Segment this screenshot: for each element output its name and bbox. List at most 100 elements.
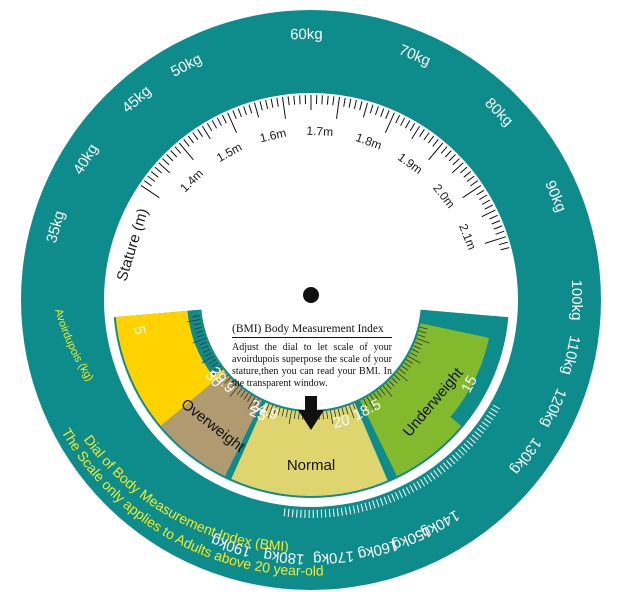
- stature-tick: [451, 162, 464, 174]
- bmi-tick: [202, 348, 211, 353]
- weight-tick: [360, 503, 364, 512]
- bmi-tick: [229, 385, 240, 397]
- bmi-tick: [247, 394, 252, 403]
- weight-tick: [379, 498, 384, 506]
- bmi-tick: [265, 403, 270, 412]
- weight-tick: [328, 509, 331, 518]
- bmi-tick: [288, 410, 292, 425]
- stature-tick: [206, 122, 213, 132]
- bmi-tick: [418, 330, 427, 334]
- stature-tick: [248, 104, 253, 114]
- bmi-tick: [330, 410, 334, 425]
- bmi-tick: [277, 407, 281, 416]
- stature-label: 1.7m: [306, 124, 333, 139]
- bmi-tick: [204, 352, 213, 357]
- bmi-tick: [366, 396, 375, 410]
- weight-tick: [413, 483, 418, 491]
- bmi-tick: [401, 365, 409, 371]
- weight-tick: [423, 476, 429, 485]
- stature-tick: [144, 180, 152, 187]
- stature-tick: [216, 117, 222, 126]
- bmi-value-label: 15: [458, 373, 481, 396]
- stature-tick: [423, 132, 430, 141]
- weight-tick: [364, 502, 368, 511]
- weight-tick: [430, 472, 436, 480]
- stature-tick: [140, 184, 160, 199]
- bmi-tick: [201, 345, 209, 350]
- bmi-tick: [388, 380, 395, 387]
- weight-tick: [419, 478, 426, 487]
- stature-tick: [428, 142, 444, 161]
- weight-tick: [484, 418, 492, 424]
- bmi-tick: [333, 409, 337, 418]
- bmi-tick: [413, 345, 421, 350]
- instructions-body: Adjust the dial to let scale of your avo…: [232, 342, 392, 389]
- stature-tick: [375, 106, 379, 116]
- stature-tick: [409, 122, 416, 132]
- stature-tick: [448, 154, 456, 162]
- bmi-tick: [370, 394, 375, 403]
- center-pivot: [303, 287, 319, 303]
- bmi-tick: [236, 388, 243, 395]
- stature-tick: [293, 95, 296, 105]
- bmi-tick: [247, 396, 256, 410]
- bmi-tick: [417, 334, 426, 338]
- stature-tick: [500, 247, 510, 251]
- weight-tick: [479, 424, 487, 431]
- weight-tick: [283, 508, 286, 517]
- weight-tick: [446, 460, 453, 467]
- stature-tick: [270, 98, 274, 108]
- stature-tick: [452, 158, 460, 166]
- bmi-tick: [211, 362, 219, 368]
- weight-tick: [416, 481, 422, 489]
- stature-tick: [444, 150, 452, 158]
- stature-tick: [162, 158, 170, 166]
- bmi-zone-overweight: [160, 371, 262, 477]
- weight-tick: [439, 465, 446, 473]
- stature-tick: [462, 184, 482, 199]
- weight-tick: [344, 507, 348, 516]
- stature-tick: [287, 96, 290, 106]
- stature-tick: [243, 106, 247, 116]
- weight-tick: [471, 434, 479, 441]
- bmi-tick: [221, 374, 229, 381]
- bmi-zone-underweight: [360, 323, 503, 477]
- stature-tick: [232, 110, 237, 119]
- bmi-tick: [224, 377, 231, 384]
- stature-tick: [211, 120, 218, 129]
- weight-tick: [352, 505, 356, 514]
- weight-tick: [449, 457, 456, 465]
- bmi-tick: [416, 337, 430, 344]
- stature-tick: [174, 146, 182, 154]
- weight-tick: [391, 493, 396, 502]
- stature-tick: [411, 125, 421, 140]
- bmi-tick: [322, 411, 324, 420]
- weight-tick: [348, 506, 352, 515]
- stature-tick: [237, 108, 242, 117]
- weight-tick: [394, 492, 400, 500]
- stature-tick: [359, 101, 363, 111]
- weight-tick: [336, 508, 339, 517]
- stature-tick: [476, 189, 485, 196]
- stature-tick: [348, 98, 352, 108]
- stature-tick: [440, 146, 448, 154]
- stature-tick: [400, 117, 406, 126]
- stature-tick: [154, 166, 163, 174]
- weight-tick: [332, 508, 335, 517]
- weight-tick: [398, 490, 403, 499]
- stature-tick: [432, 138, 439, 147]
- bmi-tick: [201, 355, 215, 364]
- weight-label: 100kg: [568, 280, 585, 321]
- bmi-tick: [199, 341, 208, 346]
- bmi-tick: [414, 341, 423, 346]
- weight-tick: [296, 509, 298, 518]
- stature-tick: [369, 104, 374, 114]
- bmi-tick: [376, 390, 382, 398]
- stature-scale-ticks: [140, 95, 510, 251]
- bmi-tick: [419, 326, 428, 330]
- bmi-window: OverweightNormalUnderweight53029.92524.9…: [113, 309, 509, 498]
- bmi-tick: [407, 355, 421, 364]
- weight-tick: [356, 504, 360, 513]
- bmi-tick: [385, 382, 392, 390]
- weight-tick: [368, 501, 372, 510]
